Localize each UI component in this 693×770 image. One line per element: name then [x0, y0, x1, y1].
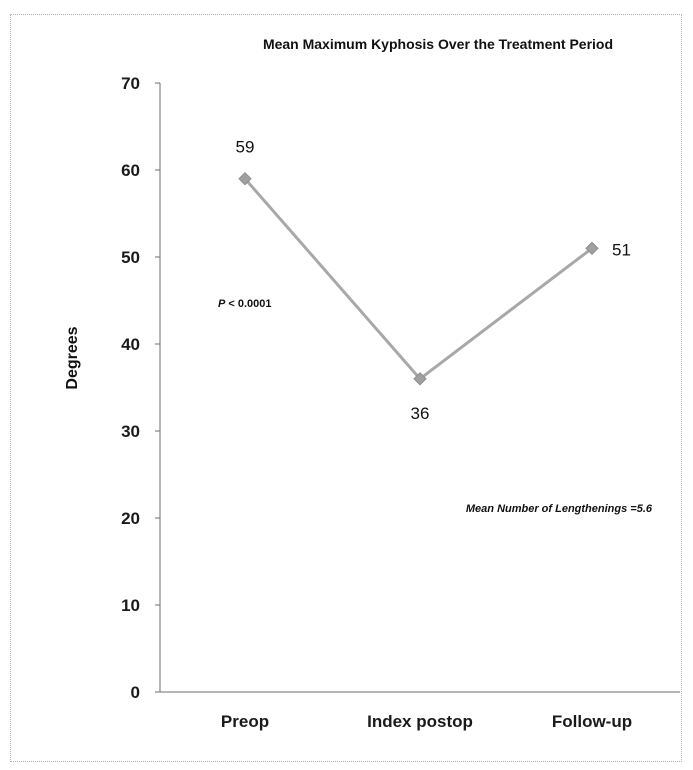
lengthenings-annotation: Mean Number of Lengthenings =5.6 [466, 503, 653, 515]
y-ticks: 0 10 20 30 40 50 60 70 [121, 74, 160, 702]
p-value-annotation: P < 0.0001 [218, 298, 272, 310]
data-point-marker [238, 171, 252, 186]
series-line [243, 177, 593, 381]
y-tick-label: 60 [121, 161, 140, 180]
data-point-marker [585, 241, 599, 256]
x-category-label: Index postop [367, 712, 473, 731]
series-group: 59 36 51 [236, 138, 631, 423]
x-category-label: Preop [221, 712, 269, 731]
data-point-marker [413, 372, 427, 386]
y-tick-label: 70 [121, 74, 140, 93]
y-tick-label: 10 [121, 596, 140, 615]
x-categories: Preop Index postop Follow-up [221, 712, 632, 731]
data-label: 36 [411, 404, 430, 423]
p-symbol: P [218, 298, 226, 310]
x-category-label: Follow-up [552, 712, 632, 731]
y-tick-label: 20 [121, 509, 140, 528]
data-label: 51 [612, 240, 631, 259]
chart-frame [10, 14, 682, 762]
y-tick-label: 50 [121, 248, 140, 267]
y-tick-label: 0 [131, 683, 140, 702]
data-label: 59 [236, 138, 255, 157]
p-value: < 0.0001 [225, 298, 271, 310]
y-axis-label: Degrees [64, 326, 81, 389]
y-tick-label: 40 [121, 335, 140, 354]
y-tick-label: 30 [121, 422, 140, 441]
chart-title: Mean Maximum Kyphosis Over the Treatment… [263, 36, 613, 52]
